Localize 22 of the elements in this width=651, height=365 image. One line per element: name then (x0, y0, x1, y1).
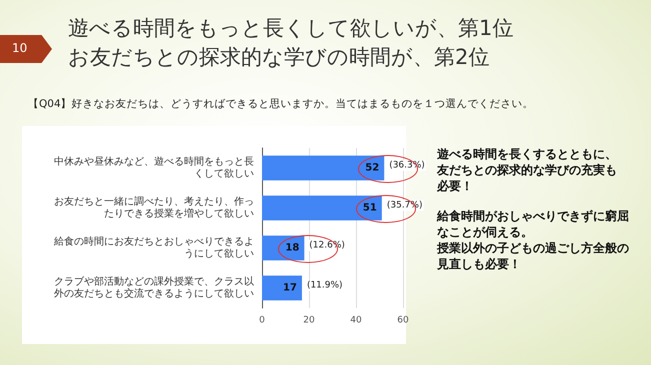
data-label: 51 (362, 202, 377, 214)
bar (262, 196, 382, 220)
x-tick-label: 0 (259, 316, 266, 326)
y-tick-label: 中休みや昼休みなど、遊べる時間をもっと長くして欲しい (54, 156, 254, 180)
text: 給食時間がおしゃべりできずに窮屈なことが伺える。 (437, 208, 630, 240)
data-label: 18 (285, 242, 300, 254)
y-tick-label: 給食の時間にお友だちとおしゃべりできるようにして欲しい (53, 236, 254, 260)
chart-subtitle: 【Q04】好きなお友だちは、どうすればできると思いますか。当てはまるものを１つ選んでください。 (28, 97, 534, 111)
chart-title: 遊べる時間をもっと長くして欲しいが、第1位お友だちとの探求的な学びの時間が、第2位 (68, 15, 514, 71)
x-tick-label: 40 (350, 316, 362, 326)
text: 10 (12, 41, 28, 55)
y-tick-label: クラブや部活動などの課外授業で、クラス以外の友だちとも交流できるようにして欲しい (54, 276, 254, 300)
x-tick-label: 20 (303, 316, 315, 326)
data-label: 52 (365, 162, 380, 174)
text: 授業以外の子どもの過ごし方全般の見直しも必要！ (437, 240, 630, 272)
text: 遊べる時間を長くするとともに、友だちとの探求的な学びの充実も必要！ (437, 146, 618, 194)
annotation: (11.9%) (306, 280, 343, 290)
data-label: 17 (283, 282, 297, 294)
x-tick-label: 60 (397, 316, 409, 326)
bar (262, 276, 302, 300)
y-tick-label: お友だちと一緒に調べたり、考えたり、作ったりできる授業を増やして欲しい (54, 196, 254, 220)
bar (262, 156, 384, 180)
